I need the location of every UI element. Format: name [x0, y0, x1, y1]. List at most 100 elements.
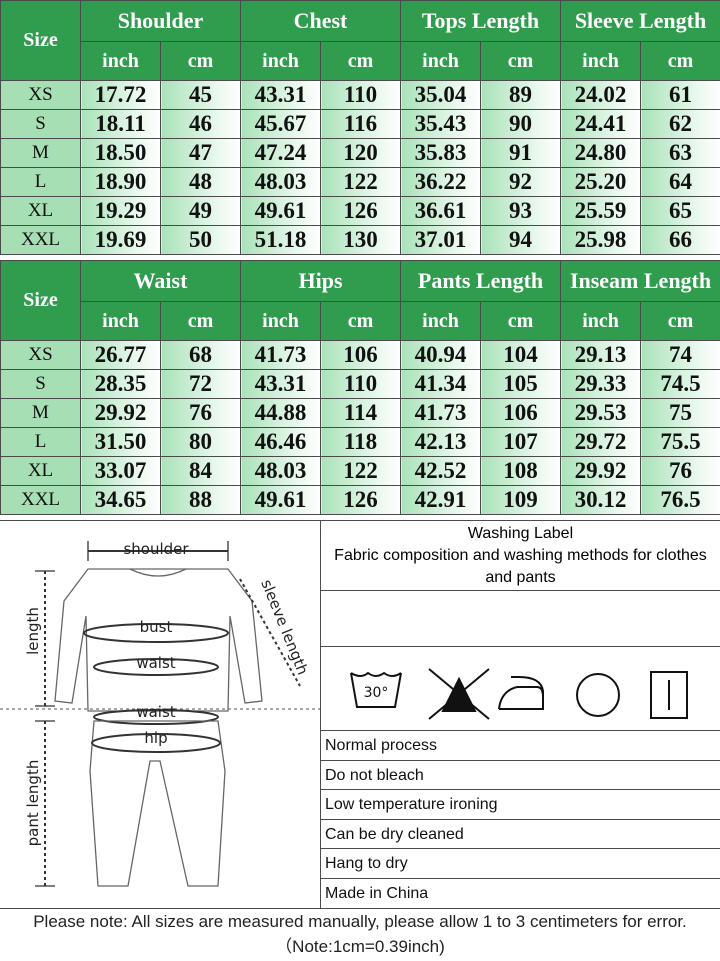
value-cell: 40.94 [401, 341, 481, 370]
lower-section: shoulder length sleeve length bust waist… [0, 520, 720, 909]
value-cell: 41.73 [401, 399, 481, 428]
value-cell: 41.34 [401, 370, 481, 399]
size-header: Size [1, 261, 81, 341]
value-cell: 30.12 [561, 486, 641, 515]
value-cell: 34.65 [81, 486, 161, 515]
size-cell: XS [1, 81, 81, 110]
iron-icon [499, 677, 543, 709]
value-cell: 76.5 [641, 486, 720, 515]
value-cell: 75 [641, 399, 720, 428]
value-cell: 25.98 [561, 226, 641, 255]
value-cell: 88 [161, 486, 241, 515]
bust-label: bust [140, 618, 173, 636]
unit-header: cm [481, 42, 561, 81]
value-cell: 94 [481, 226, 561, 255]
value-cell: 130 [321, 226, 401, 255]
size-cell: S [1, 110, 81, 139]
value-cell: 108 [481, 457, 561, 486]
value-cell: 19.29 [81, 197, 161, 226]
value-cell: 48.03 [241, 457, 321, 486]
value-cell: 110 [321, 370, 401, 399]
value-cell: 61 [641, 81, 720, 110]
dry-clean-icon [577, 674, 619, 716]
value-cell: 29.92 [81, 399, 161, 428]
value-cell: 106 [481, 399, 561, 428]
value-cell: 24.80 [561, 139, 641, 168]
care-item: Do not bleach [321, 761, 720, 791]
footer-note: Please note: All sizes are measured manu… [0, 908, 720, 961]
shirt-outline [55, 569, 262, 711]
unit-header: cm [321, 302, 401, 341]
label-header: Washing Label Fabric composition and was… [321, 521, 720, 591]
value-cell: 17.72 [81, 81, 161, 110]
size-cell: XS [1, 341, 81, 370]
value-cell: 25.20 [561, 168, 641, 197]
value-cell: 45 [161, 81, 241, 110]
group-header: Waist [81, 261, 241, 302]
value-cell: 68 [161, 341, 241, 370]
value-cell: 75.5 [641, 428, 720, 457]
value-cell: 51.18 [241, 226, 321, 255]
value-cell: 29.33 [561, 370, 641, 399]
value-cell: 110 [321, 81, 401, 110]
value-cell: 26.77 [81, 341, 161, 370]
value-cell: 104 [481, 341, 561, 370]
value-cell: 106 [321, 341, 401, 370]
value-cell: 116 [321, 110, 401, 139]
size-cell: M [1, 399, 81, 428]
size-cell: XL [1, 197, 81, 226]
value-cell: 80 [161, 428, 241, 457]
value-cell: 35.04 [401, 81, 481, 110]
value-cell: 18.11 [81, 110, 161, 139]
value-cell: 48 [161, 168, 241, 197]
size-cell: XXL [1, 226, 81, 255]
wash-wave [351, 673, 401, 676]
value-cell: 29.53 [561, 399, 641, 428]
value-cell: 24.02 [561, 81, 641, 110]
value-cell: 35.83 [401, 139, 481, 168]
unit-header: inch [241, 302, 321, 341]
size-cell: S [1, 370, 81, 399]
unit-header: inch [561, 302, 641, 341]
value-cell: 105 [481, 370, 561, 399]
value-cell: 36.22 [401, 168, 481, 197]
measure-diagram: shoulder length sleeve length bust waist… [0, 521, 320, 908]
hip-label: hip [144, 729, 167, 747]
group-header: Pants Length [401, 261, 561, 302]
size-cell: L [1, 168, 81, 197]
group-header: Shoulder [81, 1, 241, 42]
unit-header: cm [161, 302, 241, 341]
value-cell: 29.92 [561, 457, 641, 486]
value-cell: 62 [641, 110, 720, 139]
label-title: Washing Label [321, 523, 720, 545]
shirt-collar [130, 569, 186, 576]
unit-header: cm [321, 42, 401, 81]
value-cell: 35.43 [401, 110, 481, 139]
value-cell: 63 [641, 139, 720, 168]
value-cell: 43.31 [241, 81, 321, 110]
value-cell: 33.07 [81, 457, 161, 486]
value-cell: 36.61 [401, 197, 481, 226]
value-cell: 74.5 [641, 370, 720, 399]
care-icons: 30° [321, 647, 720, 731]
value-cell: 24.41 [561, 110, 641, 139]
value-cell: 66 [641, 226, 720, 255]
label-subtitle: Fabric composition and washing methods f… [321, 545, 720, 589]
unit-header: cm [161, 42, 241, 81]
value-cell: 44.88 [241, 399, 321, 428]
value-cell: 42.52 [401, 457, 481, 486]
care-item: Can be dry cleaned [321, 820, 720, 850]
unit-header: inch [241, 42, 321, 81]
value-cell: 49.61 [241, 486, 321, 515]
